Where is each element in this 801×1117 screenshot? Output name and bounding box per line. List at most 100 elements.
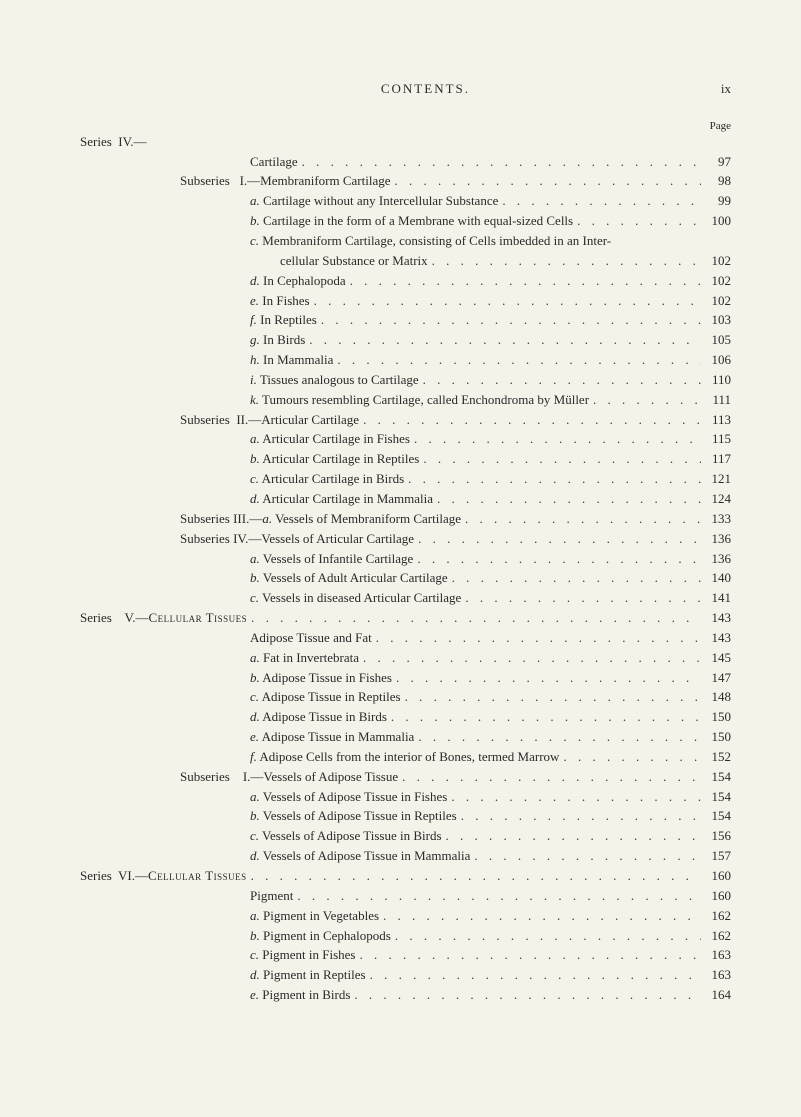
leader-dots: . . . . . . . . . . . . . . . . . . . . …: [310, 292, 701, 311]
leader-dots: . . . . . . . . . . . . . . . . . . . . …: [589, 391, 701, 410]
toc-line: k. Tumours resembling Cartilage, called …: [80, 391, 731, 410]
toc-entry-text: b. Vessels of Adult Articular Cartilage: [250, 569, 448, 588]
toc-line: a. Fat in Invertebrata . . . . . . . . .…: [80, 649, 731, 668]
page-marker: ix: [721, 80, 731, 99]
toc-entry-text: cellular Substance or Matrix: [280, 252, 428, 271]
toc-line: b. Articular Cartilage in Reptiles . . .…: [80, 450, 731, 469]
toc-line: a. Cartilage without any Intercellular S…: [80, 192, 731, 211]
leader-dots: . . . . . . . . . . . . . . . . . . . . …: [355, 946, 701, 965]
leader-dots: . . . . . . . . . . . . . . . . . . . . …: [346, 272, 701, 291]
leader-dots: . . . . . . . . . . . . . . . . . . . . …: [448, 569, 701, 588]
toc-page-number: 113: [701, 411, 731, 430]
leader-dots: . . . . . . . . . . . . . . . . . . . . …: [298, 153, 701, 172]
toc-line: Series IV.—: [80, 133, 731, 152]
toc-entry-text: b. Articular Cartilage in Reptiles: [250, 450, 419, 469]
toc-entry-text: Series V.—Cellular Tissues: [80, 609, 247, 628]
leader-dots: . . . . . . . . . . . . . . . . . . . . …: [391, 172, 702, 191]
toc-line: f. In Reptiles . . . . . . . . . . . . .…: [80, 311, 731, 330]
toc-entry-text: Subseries II.—Articular Cartilage: [180, 411, 359, 430]
toc-line: c. Vessels of Adipose Tissue in Birds . …: [80, 827, 731, 846]
toc-line: c. Articular Cartilage in Birds . . . . …: [80, 470, 731, 489]
toc-page-number: 99: [701, 192, 731, 211]
leader-dots: . . . . . . . . . . . . . . . . . . . . …: [573, 212, 701, 231]
toc-entry-text: c. Vessels in diseased Articular Cartila…: [250, 589, 461, 608]
toc-line: d. In Cephalopoda . . . . . . . . . . . …: [80, 272, 731, 291]
toc-entry-text: b. Cartilage in the form of a Membrane w…: [250, 212, 573, 231]
leader-dots: . . . . . . . . . . . . . . . . . . . . …: [372, 629, 701, 648]
toc-line: Subseries IV.—Vessels of Articular Carti…: [80, 530, 731, 549]
toc-page-number: 150: [701, 708, 731, 727]
toc-page-number: 147: [701, 669, 731, 688]
leader-dots: . . . . . . . . . . . . . . . . . . . . …: [359, 411, 701, 430]
toc-line: c. Vessels in diseased Articular Cartila…: [80, 589, 731, 608]
toc-page-number: 160: [701, 887, 731, 906]
leader-dots: . . . . . . . . . . . . . . . . . . . . …: [447, 788, 701, 807]
toc-line: h. In Mammalia . . . . . . . . . . . . .…: [80, 351, 731, 370]
toc-page-number: 121: [701, 470, 731, 489]
toc-entry-text: Adipose Tissue and Fat: [250, 629, 372, 648]
leader-dots: . . . . . . . . . . . . . . . . . . . . …: [247, 609, 701, 628]
leader-dots: . . . . . . . . . . . . . . . . . . . . …: [392, 669, 701, 688]
toc-page-number: 162: [701, 907, 731, 926]
toc-line: a. Articular Cartilage in Fishes . . . .…: [80, 430, 731, 449]
toc-entry-text: c. Pigment in Fishes: [250, 946, 355, 965]
toc-entry-text: d. In Cephalopoda: [250, 272, 346, 291]
toc-entry-text: a. Pigment in Vegetables: [250, 907, 379, 926]
toc-line: b. Pigment in Cephalopods . . . . . . . …: [80, 927, 731, 946]
toc-page-number: 102: [701, 252, 731, 271]
page-header: CONTENTS. ix: [70, 80, 731, 99]
toc-entry-text: e. Pigment in Birds: [250, 986, 350, 1005]
toc-page-number: 97: [701, 153, 731, 172]
toc-page-number: 157: [701, 847, 731, 866]
toc-page-number: 148: [701, 688, 731, 707]
toc-line: e. In Fishes . . . . . . . . . . . . . .…: [80, 292, 731, 311]
toc-entry-text: b. Vessels of Adipose Tissue in Reptiles: [250, 807, 457, 826]
leader-dots: . . . . . . . . . . . . . . . . . . . . …: [559, 748, 701, 767]
toc-entry-text: b. Adipose Tissue in Fishes: [250, 669, 392, 688]
toc-entry-text: Subseries I.—Vessels of Adipose Tissue: [180, 768, 398, 787]
leader-dots: . . . . . . . . . . . . . . . . . . . . …: [457, 807, 701, 826]
toc-page-number: 140: [701, 569, 731, 588]
toc-line: d. Vessels of Adipose Tissue in Mammalia…: [80, 847, 731, 866]
leader-dots: . . . . . . . . . . . . . . . . . . . . …: [293, 887, 701, 906]
toc-line: e. Pigment in Birds . . . . . . . . . . …: [80, 986, 731, 1005]
leader-dots: . . . . . . . . . . . . . . . . . . . . …: [317, 311, 701, 330]
toc-line: a. Vessels of Adipose Tissue in Fishes .…: [80, 788, 731, 807]
toc-page-number: 115: [701, 430, 731, 449]
toc-entry-text: a. Cartilage without any Intercellular S…: [250, 192, 498, 211]
toc-page-number: 162: [701, 927, 731, 946]
toc-entry-text: Cartilage: [250, 153, 298, 172]
toc-line: d. Articular Cartilage in Mammalia . . .…: [80, 490, 731, 509]
toc-entry-text: k. Tumours resembling Cartilage, called …: [250, 391, 589, 410]
toc-line: Subseries II.—Articular Cartilage . . . …: [80, 411, 731, 430]
leader-dots: . . . . . . . . . . . . . . . . . . . . …: [498, 192, 701, 211]
toc-entry-text: g. In Birds: [250, 331, 305, 350]
toc-page-number: 98: [701, 172, 731, 191]
toc-entry-text: e. Adipose Tissue in Mammalia: [250, 728, 414, 747]
toc-entry-text: Pigment: [250, 887, 293, 906]
toc-line: a. Vessels of Infantile Cartilage . . . …: [80, 550, 731, 569]
toc-page-number: 102: [701, 272, 731, 291]
toc-entry-text: f. In Reptiles: [250, 311, 317, 330]
toc-entry-text: d. Adipose Tissue in Birds: [250, 708, 387, 727]
leader-dots: . . . . . . . . . . . . . . . . . . . . …: [461, 589, 701, 608]
toc-line: c. Membraniform Cartilage, consisting of…: [80, 232, 731, 251]
toc-page-number: 102: [701, 292, 731, 311]
toc-page-number: 141: [701, 589, 731, 608]
toc-page-number: 154: [701, 788, 731, 807]
toc-entry-text: c. Membraniform Cartilage, consisting of…: [250, 232, 611, 251]
toc-entry-text: Subseries IV.—Vessels of Articular Carti…: [180, 530, 414, 549]
toc-page-number: 145: [701, 649, 731, 668]
leader-dots: . . . . . . . . . . . . . . . . . . . . …: [413, 550, 701, 569]
toc-page-number: 164: [701, 986, 731, 1005]
toc-page-number: 143: [701, 629, 731, 648]
toc-page-number: 105: [701, 331, 731, 350]
leader-dots: . . . . . . . . . . . . . . . . . . . . …: [414, 530, 701, 549]
leader-dots: . . . . . . . . . . . . . . . . . . . . …: [470, 847, 701, 866]
toc-page-number: 133: [701, 510, 731, 529]
leader-dots: . . . . . . . . . . . . . . . . . . . . …: [401, 688, 701, 707]
toc-line: b. Adipose Tissue in Fishes . . . . . . …: [80, 669, 731, 688]
leader-dots: . . . . . . . . . . . . . . . . . . . . …: [433, 490, 701, 509]
leader-dots: . . . . . . . . . . . . . . . . . . . . …: [404, 470, 701, 489]
toc-line: Subseries III.—a. Vessels of Membranifor…: [80, 510, 731, 529]
